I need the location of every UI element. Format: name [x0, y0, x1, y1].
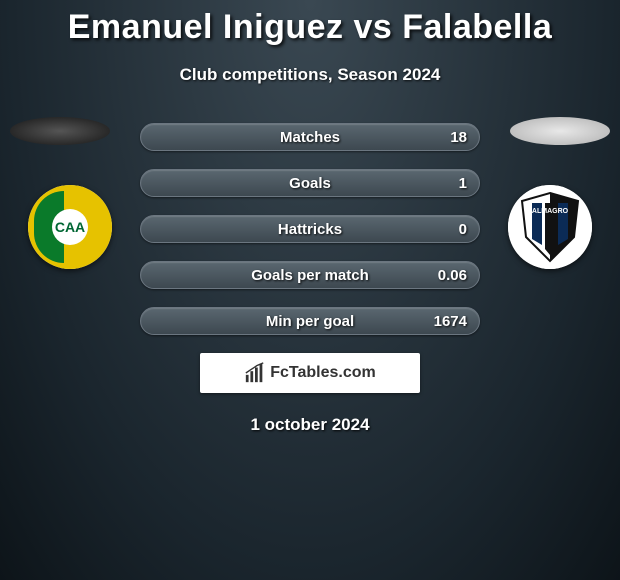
stat-row-goals-per-match: Goals per match 0.06	[140, 261, 480, 289]
stat-label: Matches	[141, 124, 479, 150]
stat-right-value: 1	[459, 170, 467, 196]
stat-row-min-per-goal: Min per goal 1674	[140, 307, 480, 335]
brand-text: FcTables.com	[270, 364, 376, 382]
comparison-panel: CAA ALMAGRO Matches 18 Goal	[0, 123, 620, 435]
aldosivi-crest-text: CAA	[52, 209, 88, 245]
brand-logo[interactable]: FcTables.com	[200, 353, 420, 393]
stat-label: Goals	[141, 170, 479, 196]
stat-label: Hattricks	[141, 216, 479, 242]
stat-row-goals: Goals 1	[140, 169, 480, 197]
player-disc-right	[510, 117, 610, 145]
stat-right-value: 0	[459, 216, 467, 242]
aldosivi-crest-icon: CAA	[28, 185, 112, 269]
almagro-crest-text: ALMAGRO	[532, 208, 569, 215]
page-subtitle: Club competitions, Season 2024	[0, 65, 620, 85]
stat-right-value: 18	[450, 124, 467, 150]
club-badge-left: CAA	[28, 185, 112, 269]
stat-row-matches: Matches 18	[140, 123, 480, 151]
page-title: Emanuel Iniguez vs Falabella	[0, 0, 620, 47]
stat-right-value: 0.06	[438, 262, 467, 288]
stat-label: Goals per match	[141, 262, 479, 288]
date-text: 1 october 2024	[0, 415, 620, 435]
stats-list: Matches 18 Goals 1 Hattricks 0 Goals per…	[140, 123, 480, 335]
stat-right-value: 1674	[434, 308, 467, 334]
stat-row-hattricks: Hattricks 0	[140, 215, 480, 243]
almagro-crest-icon: ALMAGRO	[508, 185, 592, 269]
chart-icon	[244, 362, 266, 384]
stat-label: Min per goal	[141, 308, 479, 334]
player-disc-left	[10, 117, 110, 145]
club-badge-right: ALMAGRO	[508, 185, 592, 269]
